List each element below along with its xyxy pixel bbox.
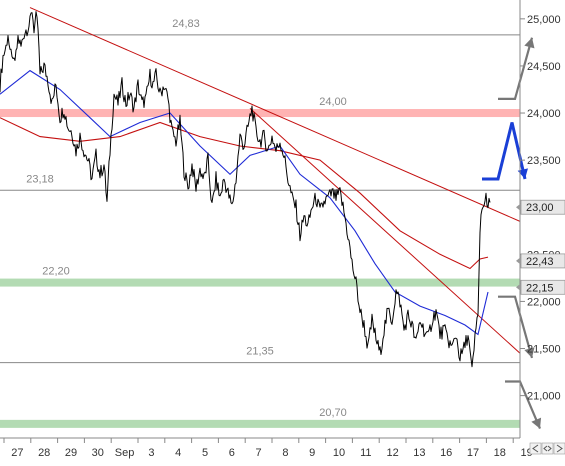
trendline-0 xyxy=(29,7,521,222)
level-lines xyxy=(0,34,520,428)
x-tick-label-15: 13 xyxy=(413,447,425,459)
level-band-1 xyxy=(0,109,520,118)
y-tick-label-6: 22,000 xyxy=(527,296,561,308)
x-tick-label-11: 9 xyxy=(309,447,315,459)
price-series xyxy=(0,11,491,368)
price-badge-pointer-0 xyxy=(516,203,521,212)
scenario-arrow-2 xyxy=(498,295,534,359)
y-tick-label-0: 25,000 xyxy=(527,14,561,26)
price-badge-label-1: 22,43 xyxy=(526,256,554,268)
scenario-arrow-0 xyxy=(482,122,527,181)
level-label-3: 22,20 xyxy=(42,266,70,278)
scroll-controls xyxy=(529,442,565,455)
scroll-left-icon[interactable] xyxy=(529,442,542,455)
x-tick-label-7: 5 xyxy=(202,447,208,459)
x-tick-label-0: 27 xyxy=(11,447,23,459)
price-badge-pointer-1 xyxy=(516,256,521,265)
x-tick-label-5: 3 xyxy=(148,447,154,459)
x-tick-label-1: 28 xyxy=(38,447,50,459)
price-badge-pointer-2 xyxy=(516,283,521,292)
x-tick-label-16: 16 xyxy=(440,447,452,459)
x-tick-label-2: 29 xyxy=(65,447,77,459)
price-badge-label-0: 23,00 xyxy=(526,202,554,214)
price-badges: 23,00 22,43 22,15 xyxy=(516,199,565,295)
level-label-0: 24,83 xyxy=(172,18,200,30)
level-label-5: 20,70 xyxy=(319,407,347,419)
x-tick-label-12: 10 xyxy=(333,447,345,459)
scenario-arrowhead-2 xyxy=(524,347,535,358)
price-line xyxy=(0,11,491,368)
level-band-5 xyxy=(0,419,520,428)
scenario-arrowhead-3 xyxy=(531,417,542,429)
x-tick-label-14: 12 xyxy=(386,447,398,459)
level-band-3 xyxy=(0,278,520,287)
y-axis: 25,00024,50024,00023,50023,00022,50022,0… xyxy=(519,0,561,438)
y-tick-label-3: 23,500 xyxy=(527,155,561,167)
x-tick-label-9: 7 xyxy=(256,447,262,459)
scroll-both-icon[interactable] xyxy=(541,442,554,455)
y-tick-label-1: 24,500 xyxy=(527,61,561,73)
x-tick-label-18: 18 xyxy=(494,447,506,459)
level-label-4: 21,35 xyxy=(246,346,274,358)
x-tick-label-3: 30 xyxy=(92,447,104,459)
x-tick-label-13: 11 xyxy=(360,447,371,459)
y-tick-label-2: 24,000 xyxy=(527,108,561,120)
trendlines xyxy=(29,7,521,354)
trendline-1 xyxy=(249,107,521,354)
x-tick-label-19: 19 xyxy=(520,447,532,459)
level-labels: 24,83 24,00 23,18 22,20 21,35 20,70 xyxy=(26,18,347,419)
x-axis: 27 28 29 30 Sep 3 4 5 6 7 8 9 10 11 12 13 16 17 18 19 xyxy=(0,437,533,459)
scroll-right-icon[interactable] xyxy=(553,442,565,455)
x-tick-label-6: 4 xyxy=(175,447,181,459)
x-tick-label-8: 6 xyxy=(229,447,235,459)
ma-long-line xyxy=(0,117,489,270)
x-tick-label-10: 8 xyxy=(282,447,288,459)
scenario-arrowhead-1 xyxy=(524,37,535,49)
plot-background xyxy=(0,0,520,438)
x-tick-label-4: Sep xyxy=(115,447,135,459)
level-label-2: 23,18 xyxy=(26,173,54,185)
price-badge-label-2: 22,15 xyxy=(526,282,554,294)
x-tick-label-17: 17 xyxy=(467,447,479,459)
y-tick-label-7: 21,500 xyxy=(527,344,561,356)
scenario-arrow-1 xyxy=(498,37,534,101)
level-label-1: 24,00 xyxy=(319,96,347,108)
y-tick-label-8: 21,000 xyxy=(527,391,561,403)
